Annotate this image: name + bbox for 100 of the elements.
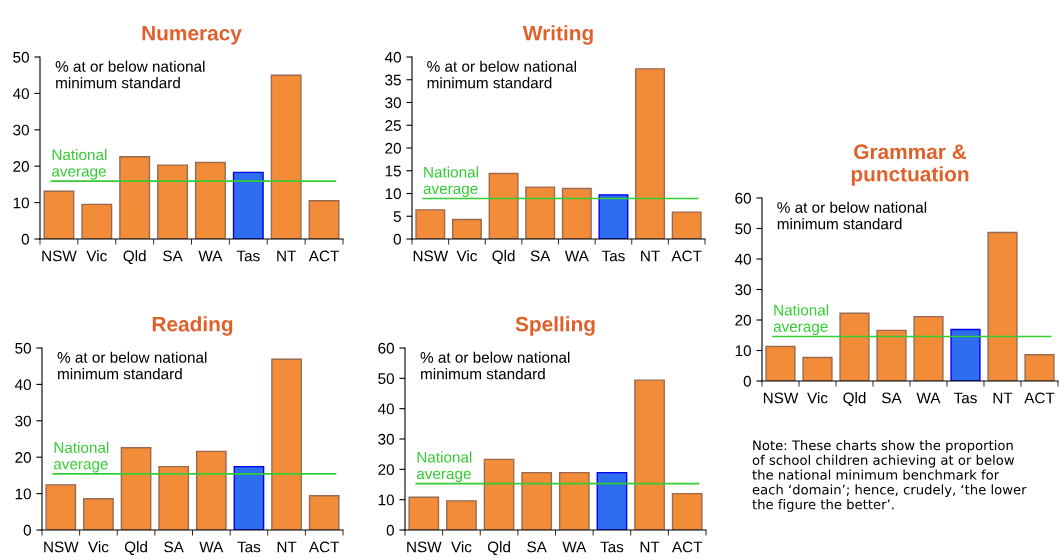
y-tick-label: 20 [15,452,31,463]
x-tick-label: NSW [413,250,449,262]
annotation: % at or below national minimum standard [57,351,207,380]
bar [446,500,477,530]
bar [308,200,340,239]
annotation: % at or below national minimum standard [55,60,205,89]
ref-line-label: National average [773,304,829,336]
bar [521,471,553,530]
x-tick-label: Vic [456,250,478,262]
bar [525,186,556,239]
x-tick-label: ACT [308,541,340,553]
bar [233,465,265,530]
ref-line-label: National average [416,451,472,483]
x-tick-label: Qld [124,541,147,556]
x-tick-label: WA [199,541,224,553]
bar [987,231,1018,381]
x-tick-label: NT [993,392,1013,404]
bar [671,211,702,239]
y-tick-label: 15 [385,165,401,177]
y-tick-label: 25 [385,120,401,131]
x-tick-label: SA [882,392,902,404]
x-tick-label: ACT [308,250,339,262]
y-tick-label: 0 [393,233,401,245]
x-tick-label: Qld [492,250,515,265]
x-tick-label: ACT [1024,392,1055,404]
bar [839,312,870,381]
annotation: % at or below national minimum standard [427,60,576,89]
x-tick-label: NT [277,541,297,553]
bar [876,329,907,381]
x-tick-label: SA [527,541,547,553]
text: Note: These charts show the proportion of school children achieving at or below the national minimum benchmark for each ‘domain’; hence, crudely, ‘the lower the figure the better’. [752,440,1027,512]
y-tick-label: 40 [12,88,29,100]
x-tick-label: SA [163,250,183,262]
bar [671,492,703,530]
ref-line-label: National average [53,441,109,473]
bar [1024,354,1055,381]
bar [913,315,944,381]
y-tick-label: 50 [735,223,751,235]
ref-line-label: National average [423,166,479,198]
bar [120,447,152,530]
chart-title: Numeracy [142,26,242,45]
y-tick-label: 50 [13,51,29,63]
bar [634,379,665,530]
bar [308,495,340,530]
x-tick-label: Vic [86,250,107,262]
x-tick-label: ACT [671,250,702,262]
chart-title: Writing [522,25,593,45]
bar [81,203,113,239]
bar [561,187,592,239]
x-tick-label: NSW [763,392,799,404]
y-tick-label: 0 [23,524,31,536]
y-tick-label: 30 [735,284,751,296]
y-tick-label: 50 [15,342,31,354]
y-tick-label: 50 [378,373,394,385]
x-tick-label: NSW [44,541,79,553]
chart-title: Spelling [515,316,595,336]
y-tick-label: 35 [385,74,401,86]
x-tick-label: SA [530,250,551,262]
y-tick-label: 40 [377,403,394,415]
y-tick-label: 40 [384,51,401,63]
bar [558,471,590,530]
x-tick-label: Vic [88,541,109,553]
x-tick-label: Qld [487,541,510,556]
y-tick-label: 20 [13,161,29,172]
bar [157,164,189,239]
x-tick-label: NT [640,541,660,553]
bar [635,68,666,239]
y-tick-label: 10 [15,488,31,500]
bar [119,156,151,239]
y-tick-label: 30 [15,415,31,427]
bar [765,345,796,381]
bar [271,358,302,530]
bar [158,465,190,530]
bar [270,74,302,239]
x-tick-label: NT [641,250,660,262]
y-tick-label: 0 [21,233,29,245]
y-tick-label: 20 [735,314,751,326]
annotation: % at or below national minimum standard [420,351,570,380]
y-tick-label: 40 [734,253,751,265]
x-tick-label: WA [564,250,589,262]
x-tick-label: ACT [671,541,703,553]
x-tick-label: Tas [236,250,260,262]
bar [415,209,446,239]
y-tick-label: 10 [13,197,29,209]
bar [83,498,114,530]
bar [488,172,519,239]
x-tick-label: Vic [451,541,472,553]
y-tick-label: 30 [385,97,401,109]
y-tick-label: 30 [378,433,394,445]
bar [45,484,77,530]
ref-line-label: National average [52,148,107,180]
bar [483,458,515,530]
chart-title: Grammar & punctuation [851,144,969,186]
x-tick-label: Tas [600,541,624,553]
y-tick-label: 40 [14,379,31,391]
x-tick-label: WA [562,541,587,553]
bar [43,190,75,239]
annotation: % at or below national minimum standard [777,201,927,230]
y-tick-label: 20 [385,142,401,154]
x-tick-label: NSW [42,250,77,262]
